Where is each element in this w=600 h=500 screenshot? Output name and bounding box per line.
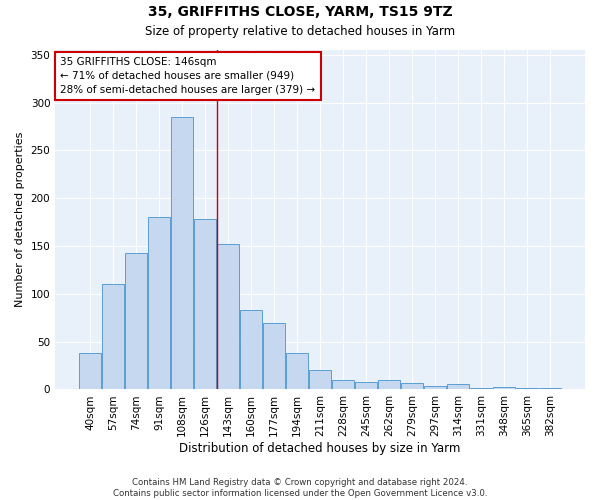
Bar (332, 380, 354, 390)
Bar (355, 382, 377, 390)
Bar (539, 388, 561, 390)
Text: 35, GRIFFITHS CLOSE, YARM, TS15 9TZ: 35, GRIFFITHS CLOSE, YARM, TS15 9TZ (148, 5, 452, 19)
Bar (102, 284, 124, 390)
Bar (217, 244, 239, 390)
Bar (148, 218, 170, 390)
Bar (309, 370, 331, 390)
Bar (401, 383, 423, 390)
Text: 35 GRIFFITHS CLOSE: 146sqm
← 71% of detached houses are smaller (949)
28% of sem: 35 GRIFFITHS CLOSE: 146sqm ← 71% of deta… (61, 57, 316, 95)
Text: Contains HM Land Registry data © Crown copyright and database right 2024.
Contai: Contains HM Land Registry data © Crown c… (113, 478, 487, 498)
Bar (240, 310, 262, 390)
Bar (424, 386, 446, 390)
Bar (263, 322, 285, 390)
Text: Size of property relative to detached houses in Yarm: Size of property relative to detached ho… (145, 25, 455, 38)
Bar (125, 252, 147, 390)
Bar (286, 353, 308, 390)
Bar (447, 384, 469, 390)
Bar (516, 388, 538, 390)
Bar (493, 386, 515, 390)
Bar (378, 380, 400, 390)
X-axis label: Distribution of detached houses by size in Yarm: Distribution of detached houses by size … (179, 442, 461, 455)
Bar (79, 353, 101, 390)
Y-axis label: Number of detached properties: Number of detached properties (15, 132, 25, 308)
Bar (470, 388, 492, 390)
Bar (171, 117, 193, 390)
Bar (194, 220, 216, 390)
